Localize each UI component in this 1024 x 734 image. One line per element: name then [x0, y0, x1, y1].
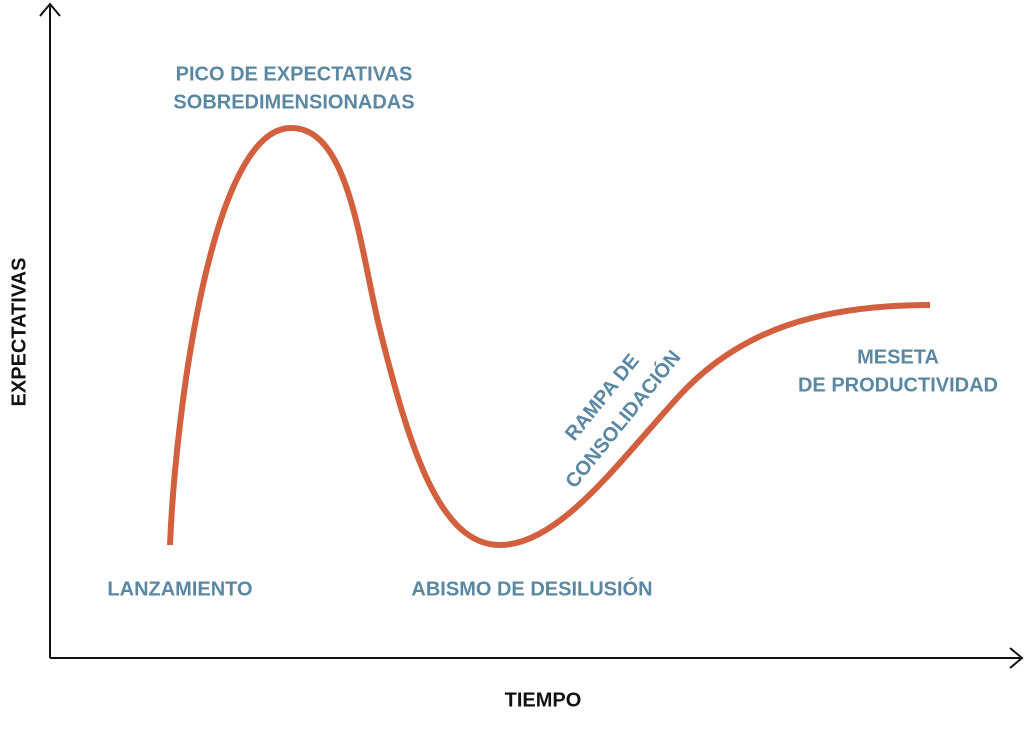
- hype-curve: [167, 124, 931, 549]
- x-axis-label: TIEMPO: [505, 689, 582, 711]
- phase-label: MESETA: [857, 346, 939, 368]
- y-axis-label: EXPECTATIVAS: [8, 258, 30, 407]
- phase-label: PICO DE EXPECTATIVAS: [176, 63, 413, 85]
- phase-label: ABISMO DE DESILUSIÓN: [411, 576, 652, 600]
- y-axis-arrow: [39, 2, 61, 17]
- phase-label: LANZAMIENTO: [107, 578, 252, 600]
- phase-label: SOBREDIMENSIONADAS: [173, 91, 414, 113]
- phase-label: DE PRODUCTIVIDAD: [798, 374, 998, 396]
- x-axis-arrow: [1009, 647, 1024, 669]
- axes: [39, 2, 1024, 669]
